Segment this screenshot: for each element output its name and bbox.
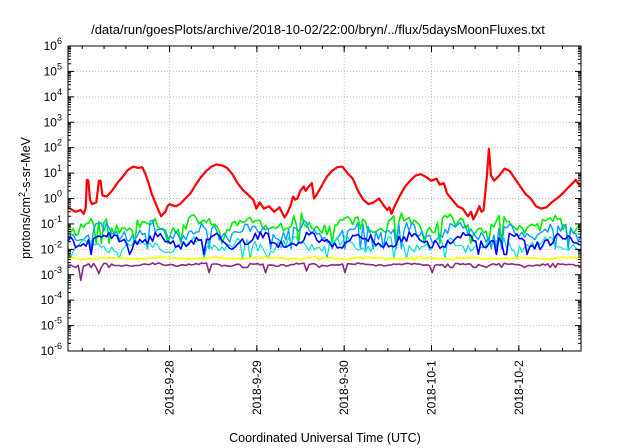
y-tick-base: 10 (41, 242, 55, 256)
series-line (67, 235, 582, 260)
x-tick-label: 2018-9-29 (250, 360, 264, 415)
y-tick-exponent: 5 (57, 61, 62, 71)
y-tick-label: 10-1 (41, 214, 62, 231)
y-tick-base: 10 (44, 141, 58, 155)
y-tick-label: 10-4 (41, 290, 62, 307)
x-axis-label: Coordinated Universal Time (UTC) (229, 431, 421, 445)
y-tick-base: 10 (41, 217, 55, 231)
y-tick-base: 10 (44, 192, 58, 206)
y-tick-base: 10 (41, 344, 55, 358)
grid (68, 46, 581, 351)
y-tick-base: 10 (41, 319, 55, 333)
chart-title: /data/run/goesPlots/archive/2018-10-02/2… (91, 22, 545, 37)
y-tick-label: 106 (44, 36, 62, 53)
y-tick-label: 10-6 (41, 341, 62, 358)
series-line (67, 255, 582, 261)
y-tick-label: 105 (44, 61, 62, 78)
y-tick-exponent: 0 (57, 189, 62, 199)
y-tick-exponent: 3 (57, 112, 62, 122)
y-tick-base: 10 (41, 293, 55, 307)
x-tick-label: 2018-9-28 (163, 360, 177, 415)
y-tick-label: 103 (44, 112, 62, 129)
series-line (67, 262, 582, 282)
y-tick-label: 10-5 (41, 316, 62, 333)
y-tick-label: 100 (44, 189, 62, 206)
series-line (67, 231, 582, 256)
y-tick-exponent: 6 (57, 36, 62, 46)
series-line (67, 147, 582, 221)
y-tick-base: 10 (44, 115, 58, 129)
series-group (67, 147, 582, 282)
y-tick-label: 10-2 (41, 239, 62, 256)
y-axis-label-suffix: -s-sr-MeV (19, 136, 33, 192)
y-tick-exponent: -2 (54, 239, 62, 249)
y-axis-label-sup: 2 (17, 192, 27, 197)
y-axis: 10-610-510-410-310-210-11001011021031041… (41, 36, 581, 358)
x-tick-label: 2018-10-1 (424, 360, 438, 415)
y-tick-base: 10 (44, 90, 58, 104)
y-tick-exponent: -1 (54, 214, 62, 224)
x-tick-label: 2018-10-2 (512, 360, 526, 415)
y-tick-exponent: 4 (57, 87, 62, 97)
y-tick-base: 10 (44, 39, 58, 53)
y-tick-exponent: -4 (54, 290, 62, 300)
series-line (67, 219, 582, 250)
y-axis-label: protons/cm2-s-sr-MeV (17, 136, 33, 258)
y-tick-base: 10 (44, 166, 58, 180)
y-tick-base: 10 (44, 64, 58, 78)
y-tick-label: 10-3 (41, 265, 62, 282)
y-tick-exponent: 2 (57, 138, 62, 148)
y-axis-label-prefix: protons/cm (19, 197, 33, 259)
y-tick-base: 10 (41, 268, 55, 282)
x-tick-label: 2018-9-30 (337, 360, 351, 415)
y-tick-exponent: -5 (54, 316, 62, 326)
y-tick-label: 102 (44, 138, 62, 155)
y-tick-label: 104 (44, 87, 62, 104)
y-tick-exponent: -3 (54, 265, 62, 275)
y-tick-exponent: 1 (57, 163, 62, 173)
plot-frame (67, 45, 582, 352)
y-tick-exponent: -6 (54, 341, 62, 351)
y-tick-label: 101 (44, 163, 62, 180)
x-axis: 2018-9-28 2018-9-29 2018-9-30 2018-10-1 2018… (81, 46, 563, 415)
